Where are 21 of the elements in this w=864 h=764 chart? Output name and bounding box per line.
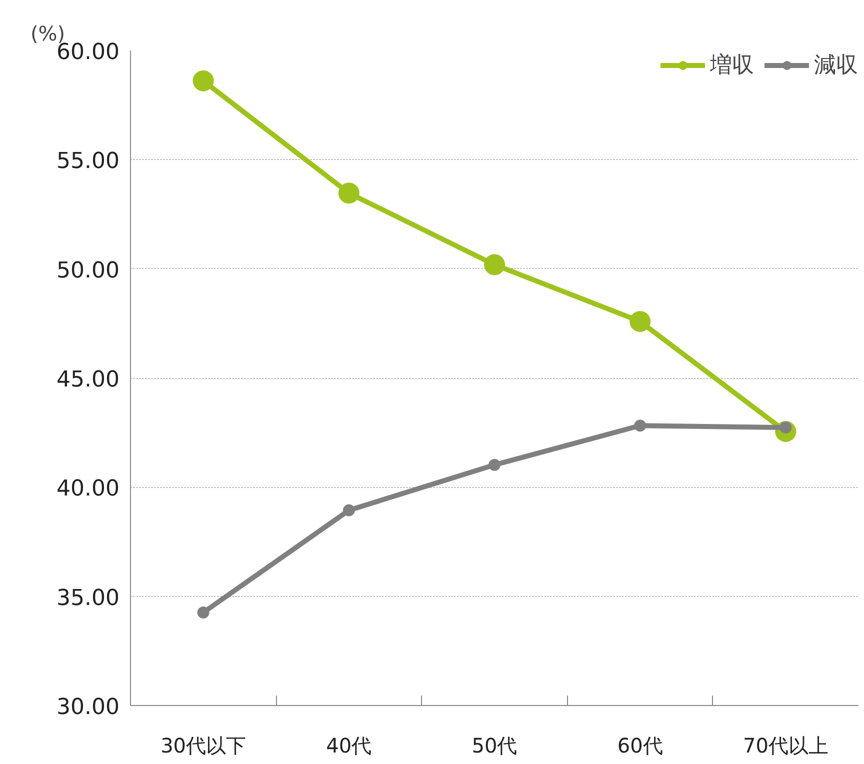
point bbox=[634, 420, 646, 432]
y-tick-label: 55.00 bbox=[56, 149, 120, 174]
y-tick-label: 50.00 bbox=[56, 258, 120, 284]
y-tick-label: 35.00 bbox=[56, 586, 120, 611]
point bbox=[342, 504, 355, 516]
x-tick-label: 60代 bbox=[617, 734, 663, 758]
y-tick-label: 30.00 bbox=[56, 695, 120, 720]
point bbox=[630, 310, 651, 332]
point bbox=[338, 182, 360, 204]
y-tick-label: 40.00 bbox=[56, 476, 120, 502]
legend-label: 減収 bbox=[814, 52, 858, 80]
x-tick-label: 50代 bbox=[472, 734, 518, 758]
point bbox=[192, 70, 214, 92]
x-tick-label: 40代 bbox=[326, 734, 372, 758]
point bbox=[197, 606, 210, 618]
x-tick-label: 30代以下 bbox=[160, 734, 246, 758]
point bbox=[484, 254, 505, 276]
x-tick-label: 70代以上 bbox=[742, 734, 828, 758]
point bbox=[488, 458, 500, 471]
legend-label: 増収 bbox=[710, 52, 754, 80]
y-tick-label: 45.00 bbox=[56, 368, 120, 392]
